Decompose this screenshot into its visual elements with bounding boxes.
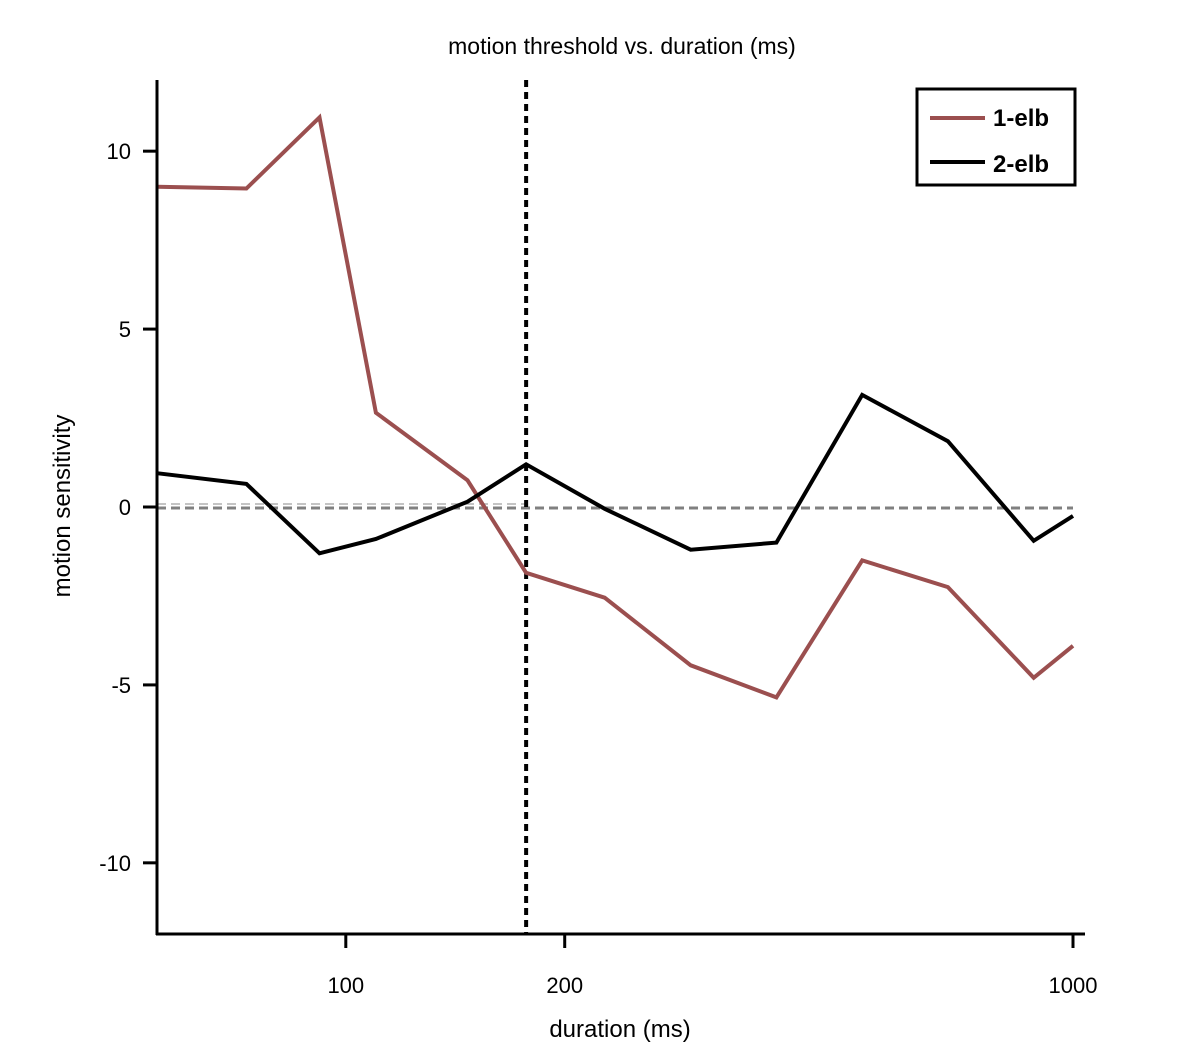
- y-tick-label: -5: [111, 673, 131, 698]
- chart-title: motion threshold vs. duration (ms): [448, 33, 796, 59]
- series-line-1-elb: [156, 113, 1075, 700]
- legend-box: [915, 87, 1077, 187]
- x-tick-label: 200: [546, 973, 583, 998]
- x-ticks: 100 200 1000: [327, 934, 1097, 998]
- x-tick-label: 1000: [1049, 973, 1098, 998]
- axes: 10 5 0 -5 -10 100 200 1000: [99, 80, 1097, 998]
- y-tick-label: -10: [99, 851, 131, 876]
- y-tick-label: 10: [107, 139, 131, 164]
- x-tick-label: 100: [327, 973, 364, 998]
- y-tick-label: 5: [119, 317, 131, 342]
- plot-area: [156, 80, 1075, 934]
- y-tick-label: 0: [119, 495, 131, 520]
- legend-label-1-elb: 1-elb: [993, 105, 1049, 132]
- series-line-2-elb: [156, 392, 1075, 556]
- series-layer: [156, 113, 1075, 700]
- y-axis-title: motion sensitivity: [49, 415, 76, 598]
- legend-label-2-elb: 2-elb: [993, 151, 1049, 178]
- y-ticks: 10 5 0 -5 -10: [99, 139, 157, 876]
- legend: 1-elb 2-elb: [915, 87, 1077, 187]
- x-axis-title: duration (ms): [549, 1016, 690, 1043]
